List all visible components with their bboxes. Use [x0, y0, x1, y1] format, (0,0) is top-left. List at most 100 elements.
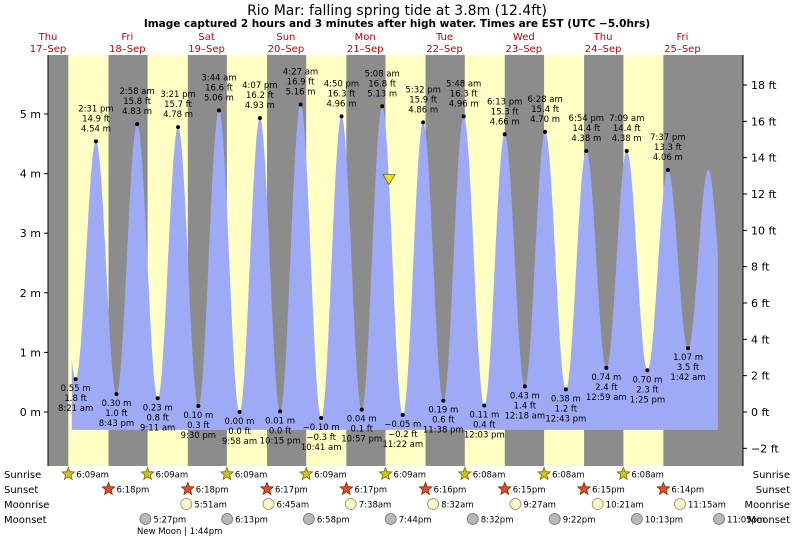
sunset-time: 6:17pm — [275, 486, 308, 496]
moonset-time: 11:05pm — [727, 516, 765, 526]
tide-point — [216, 108, 221, 113]
sunrise-time: 6:08am — [552, 471, 585, 481]
y2-tick-label: 10 ft — [751, 224, 777, 237]
moon-icon — [548, 513, 561, 525]
tide-time: 7:09 am — [609, 114, 644, 124]
day-name: Fri — [676, 32, 688, 43]
moonrise-event: 10:21am — [591, 498, 644, 511]
tide-height-ft: 15.9 ft — [409, 95, 437, 105]
tide-time: 6:13 pm — [487, 97, 522, 107]
low-tide-label: 0.55 m1.8 ft8:21 am — [58, 384, 93, 414]
moonset-time: 9:22pm — [563, 516, 596, 526]
tide-height-ft: 1.0 ft — [105, 409, 128, 419]
y2-tick-label: 6 ft — [751, 297, 770, 310]
tide-height-m: 4.86 m — [408, 105, 438, 115]
moonset-event: 8:32pm — [466, 513, 514, 526]
moonrise-time: 11:15am — [688, 501, 726, 511]
tide-height-m: 0.55 m — [61, 384, 91, 394]
day-date: 21–Sep — [347, 44, 384, 55]
tide-height-ft: 15.3 ft — [491, 107, 519, 117]
tide-point — [522, 384, 527, 389]
tide-height-ft: 15.4 ft — [531, 105, 559, 115]
sunset-event: 6:18pm — [101, 481, 149, 496]
tide-time: 5:32 pm — [405, 85, 440, 95]
sunrise-time: 6:09am — [76, 471, 109, 481]
tide-time: 12:59 am — [586, 393, 627, 403]
row-label-moonrise-right: Moonrise — [745, 500, 790, 511]
tide-height-m: 5.13 m — [367, 89, 397, 99]
left-axis: 0 m 1 m 2 m 3 m 4 m 5 m — [20, 55, 49, 466]
moon-icon — [466, 513, 479, 525]
tide-time: 12:03 pm — [464, 430, 505, 440]
row-label-sunset-left: Sunset — [4, 485, 38, 496]
moonrise-event: 7:38am — [344, 498, 391, 511]
tide-point — [278, 409, 283, 414]
row-label-sunset-right: Sunset — [756, 485, 790, 496]
tide-time: 11:22 am — [382, 440, 423, 450]
row-label-moonrise-left: Moonrise — [4, 500, 49, 511]
tide-height-ft: 1.2 ft — [555, 404, 578, 414]
tide-height-ft: −0.3 ft — [306, 433, 336, 443]
moonset-time: 8:32pm — [481, 516, 514, 526]
day-name: Fri — [121, 32, 133, 43]
tide-height-ft: 0.0 ft — [228, 427, 251, 437]
tide-height-ft: 16.3 ft — [328, 89, 356, 99]
moonrise-time: 8:32am — [441, 501, 474, 511]
tide-height-ft: 14.9 ft — [82, 114, 110, 124]
day-name: Thu — [38, 32, 58, 43]
tide-height-m: 4.93 m — [245, 101, 275, 111]
sunrise-event: 6:08am — [457, 466, 505, 481]
tide-height-ft: 15.7 ft — [164, 100, 192, 110]
y2-tick-label: 8 ft — [751, 261, 770, 274]
low-tide-label: 0.10 m0.3 ft9:30 pm — [181, 411, 216, 441]
y2-tick-label: 16 ft — [751, 115, 777, 128]
sun-icon — [378, 466, 393, 481]
tide-height-ft: 16.6 ft — [205, 83, 233, 93]
moonset-event: 9:22pm — [548, 513, 596, 526]
tide-height-m: 4.38 m — [571, 134, 601, 144]
moonset-event: 11:05pm — [713, 513, 765, 526]
tide-curve-area — [71, 104, 718, 430]
tide-height-m: 4.83 m — [122, 107, 152, 117]
tide-time: 4:50 pm — [324, 79, 359, 89]
tide-height-m: 0.04 m — [347, 415, 377, 425]
moon-icon — [674, 498, 686, 510]
moonset-time: 5:27pm — [153, 516, 186, 526]
moonset-event: 5:27pm — [139, 513, 186, 526]
tide-height-ft: 16.3 ft — [450, 89, 478, 99]
tide-point — [563, 387, 568, 392]
tide-height-ft: 0.6 ft — [432, 416, 455, 426]
tide-point — [380, 104, 385, 109]
tide-point — [665, 168, 670, 173]
tide-height-m: 0.43 m — [510, 391, 540, 401]
sunrise-time: 6:09am — [156, 471, 189, 481]
tide-time: 10:41 am — [301, 443, 342, 453]
sun-icon — [61, 466, 76, 481]
tide-height-ft: 16.2 ft — [246, 91, 274, 101]
right-axis: −2 ft 0 ft 2 ft 4 ft 6 ft 8 ft 10 ft 12 ft 14 ft… — [742, 55, 779, 466]
moon-icon — [509, 498, 522, 510]
moon-icon — [427, 498, 439, 510]
row-label-moonset-left: Moonset — [4, 515, 47, 526]
tide-time: 6:54 pm — [569, 114, 604, 124]
sunset-time: 6:14pm — [671, 486, 704, 496]
tide-time: 12:18 am — [504, 411, 545, 421]
moonset-time: 6:13pm — [235, 516, 268, 526]
moon-icon — [302, 513, 315, 525]
moonset-event: 6:58pm — [302, 513, 350, 526]
tide-time: 5:48 am — [446, 79, 481, 89]
sun-icon — [576, 481, 592, 496]
tide-height-m: 5.06 m — [204, 93, 234, 103]
moonrise-time: 5:51am — [194, 501, 227, 511]
tide-point — [257, 116, 262, 121]
tide-points — [73, 102, 691, 420]
moon-icon — [221, 513, 234, 525]
tide-height-m: 4.06 m — [653, 153, 683, 163]
tide-time: 9:58 am — [222, 437, 257, 447]
sunset-time: 6:17pm — [354, 486, 387, 496]
day-name: Sat — [198, 32, 214, 43]
